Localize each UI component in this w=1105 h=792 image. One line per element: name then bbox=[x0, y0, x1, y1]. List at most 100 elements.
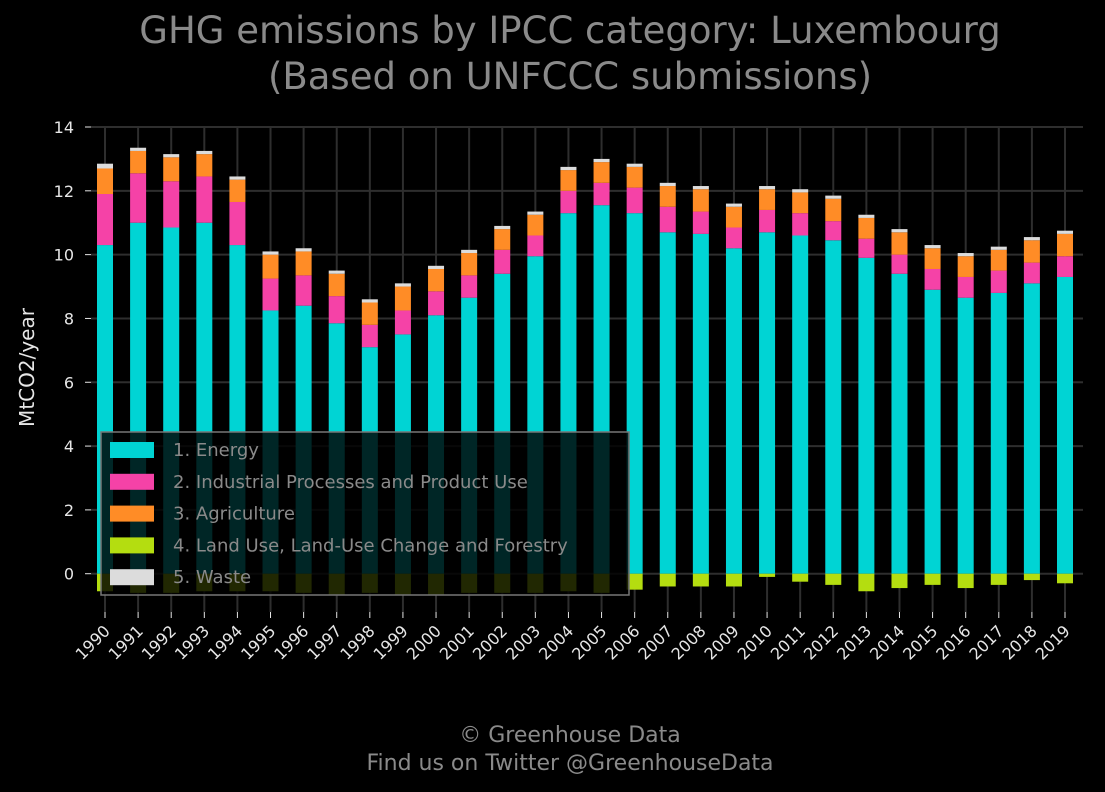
x-tick-label: 2015 bbox=[899, 621, 941, 663]
bar-segment-4 bbox=[858, 573, 875, 592]
bar-segment-2 bbox=[428, 291, 445, 316]
x-tick-label: 1997 bbox=[303, 621, 345, 663]
bar-segment-3 bbox=[196, 154, 213, 177]
bar-segment-3 bbox=[858, 217, 875, 239]
bar-segment-5 bbox=[196, 150, 213, 155]
bar-segment-3 bbox=[494, 229, 511, 250]
bar-segment-3 bbox=[891, 232, 908, 255]
x-tick-label: 1993 bbox=[171, 621, 213, 663]
bar-segment-1 bbox=[957, 297, 974, 574]
bar-segment-4 bbox=[725, 573, 742, 587]
legend-swatch bbox=[110, 569, 154, 586]
bar-segment-4 bbox=[1057, 573, 1073, 584]
bar-segment-5 bbox=[593, 158, 610, 163]
legend-swatch bbox=[110, 442, 154, 458]
bar-segment-2 bbox=[659, 206, 676, 233]
chart-title: GHG emissions by IPCC category: Luxembou… bbox=[0, 8, 1105, 100]
x-tick-label: 2000 bbox=[403, 621, 445, 663]
x-tick-label: 2013 bbox=[833, 621, 875, 663]
x-tick-label: 2012 bbox=[800, 621, 842, 663]
bar-segment-5 bbox=[527, 211, 544, 215]
bar-segment-1 bbox=[1023, 283, 1040, 574]
y-tick-label: 2 bbox=[64, 501, 74, 520]
title-line: GHG emissions by IPCC category: Luxembou… bbox=[139, 9, 1001, 52]
bar-segment-5 bbox=[130, 147, 147, 151]
bar-segment-5 bbox=[725, 203, 742, 207]
bar-segment-2 bbox=[196, 176, 213, 223]
bar-segment-4 bbox=[891, 573, 908, 589]
bar-segment-2 bbox=[957, 276, 974, 298]
bar-segment-2 bbox=[328, 296, 345, 324]
bar-segment-3 bbox=[97, 168, 113, 195]
bar-segment-5 bbox=[990, 246, 1007, 250]
x-tick-label: 2018 bbox=[998, 621, 1040, 663]
x-tick-label: 1996 bbox=[270, 621, 312, 663]
legend-swatch bbox=[110, 473, 154, 490]
bar-segment-1 bbox=[891, 273, 908, 574]
x-tick-label: 2009 bbox=[701, 621, 743, 663]
legend: 1. Energy 2. Industrial Processes and Pro… bbox=[100, 431, 630, 596]
bar-segment-2 bbox=[494, 249, 511, 274]
x-tick-label: 2007 bbox=[634, 621, 676, 663]
bar-segment-3 bbox=[328, 273, 345, 297]
bar-segment-2 bbox=[262, 278, 279, 311]
bar-segment-5 bbox=[924, 245, 941, 249]
bar-segment-2 bbox=[461, 275, 478, 298]
bar-segment-1 bbox=[692, 233, 709, 574]
bar-segment-4 bbox=[924, 573, 941, 585]
bar-segment-4 bbox=[759, 573, 776, 577]
legend-label: 4. Land Use, Land-Use Change and Forestr… bbox=[173, 535, 568, 556]
bar-segment-2 bbox=[1057, 256, 1073, 277]
y-tick-label: 8 bbox=[64, 309, 74, 328]
x-tick-label: 1998 bbox=[336, 621, 378, 663]
legend-label: 1. Energy bbox=[173, 440, 259, 461]
legend-box bbox=[100, 431, 630, 596]
x-tick-label: 2005 bbox=[568, 621, 610, 663]
bar-segment-5 bbox=[229, 176, 246, 180]
x-tick-label: 1994 bbox=[204, 621, 246, 663]
y-tick-label: 4 bbox=[64, 437, 74, 456]
x-tick-label: 2019 bbox=[1032, 621, 1074, 663]
x-tick-label: 2017 bbox=[965, 621, 1007, 663]
bar-segment-5 bbox=[494, 225, 511, 230]
bar-segment-2 bbox=[825, 221, 842, 241]
x-tick-label: 2010 bbox=[734, 621, 776, 663]
x-tick-label: 1992 bbox=[138, 621, 180, 663]
bar-segment-3 bbox=[428, 268, 445, 292]
bar-segment-5 bbox=[361, 299, 378, 303]
y-tick-label: 0 bbox=[64, 565, 74, 584]
bar-segment-5 bbox=[461, 249, 478, 254]
x-tick-label: 2003 bbox=[502, 621, 544, 663]
bar-segment-4 bbox=[792, 573, 809, 582]
bar-segment-3 bbox=[990, 249, 1007, 271]
y-tick-label: 10 bbox=[54, 246, 74, 265]
bar-segment-1 bbox=[626, 213, 643, 574]
bar-segment-2 bbox=[97, 194, 113, 246]
bar-segment-2 bbox=[858, 238, 875, 258]
x-tick-label: 2011 bbox=[767, 621, 809, 663]
y-tick-label: 14 bbox=[54, 118, 74, 137]
bar-segment-5 bbox=[759, 186, 776, 190]
bar-segment-3 bbox=[626, 166, 643, 188]
bar-segment-1 bbox=[990, 292, 1007, 574]
bar-segment-1 bbox=[1057, 276, 1073, 574]
bar-segment-4 bbox=[990, 573, 1007, 585]
bar-segment-3 bbox=[792, 192, 809, 214]
bar-segment-2 bbox=[394, 310, 411, 335]
bar-segment-5 bbox=[858, 214, 875, 218]
bar-segment-2 bbox=[229, 201, 246, 246]
x-tick-label: 2014 bbox=[866, 621, 908, 663]
bar-segment-5 bbox=[825, 195, 842, 199]
bar-segment-5 bbox=[792, 189, 809, 193]
bar-segment-2 bbox=[527, 235, 544, 257]
y-tick-label: 6 bbox=[64, 373, 74, 392]
bar-segment-1 bbox=[659, 232, 676, 574]
bar-segment-3 bbox=[759, 189, 776, 210]
bar-segment-3 bbox=[957, 256, 974, 277]
bar-segment-5 bbox=[295, 248, 312, 252]
bar-segment-3 bbox=[229, 179, 246, 202]
bar-segment-3 bbox=[1057, 233, 1073, 257]
bar-segment-2 bbox=[130, 173, 147, 223]
bar-segment-5 bbox=[262, 251, 279, 255]
bar-segment-5 bbox=[560, 166, 577, 171]
